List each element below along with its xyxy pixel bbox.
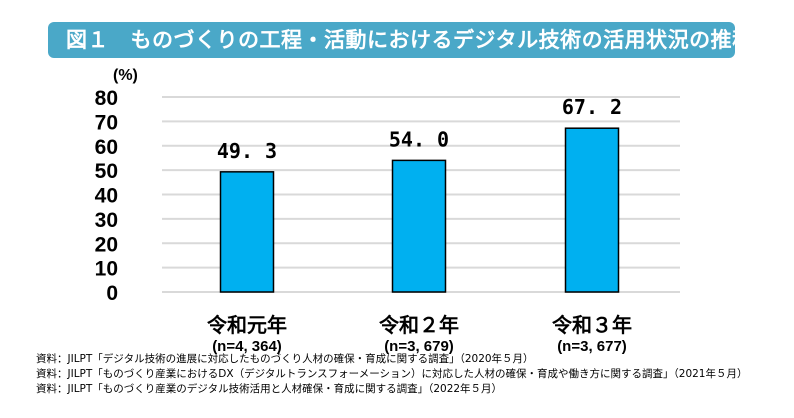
x-category-label: 令和３年 (552, 313, 632, 337)
source-note-1: 資料：JILPT「デジタル技術の進展に対応したものづくり人材の確保・育成に関する… (36, 353, 534, 365)
sample-size-label: (n=3, 679) (384, 338, 454, 355)
y-tick-label: 80 (95, 87, 118, 110)
y-tick-label: 40 (95, 185, 118, 208)
y-axis-unit: (%) (113, 67, 138, 84)
source-note-2: 資料：JILPT「ものづくり産業におけるDX（デジタルトランスフォーメーション）… (36, 368, 748, 380)
x-category-label: 令和元年 (207, 313, 287, 337)
y-tick-label: 50 (95, 160, 118, 183)
bar (391, 159, 447, 293)
y-tick-label: 0 (106, 282, 118, 305)
y-tick-label: 10 (95, 258, 118, 281)
bar (219, 171, 275, 293)
data-label: 54. 0 (389, 127, 449, 151)
y-tick-label: 30 (95, 209, 118, 232)
y-tick-label: 20 (95, 233, 118, 256)
chart-title: 図１ ものづくりの工程・活動におけるデジタル技術の活用状況の推移 (48, 22, 753, 58)
x-category-label: 令和２年 (379, 313, 459, 337)
sample-size-label: (n=3, 677) (557, 338, 627, 355)
y-tick-label: 70 (95, 111, 118, 134)
source-note-3: 資料：JILPT「ものづくり産業のデジタル技術活用と人材確保・育成に関する調査」… (36, 383, 503, 395)
sample-size-label: (n=4, 364) (212, 338, 282, 355)
y-tick-label: 60 (95, 136, 118, 159)
data-label: 49. 3 (217, 139, 277, 163)
bar (564, 127, 620, 293)
data-label: 67. 2 (562, 95, 622, 119)
